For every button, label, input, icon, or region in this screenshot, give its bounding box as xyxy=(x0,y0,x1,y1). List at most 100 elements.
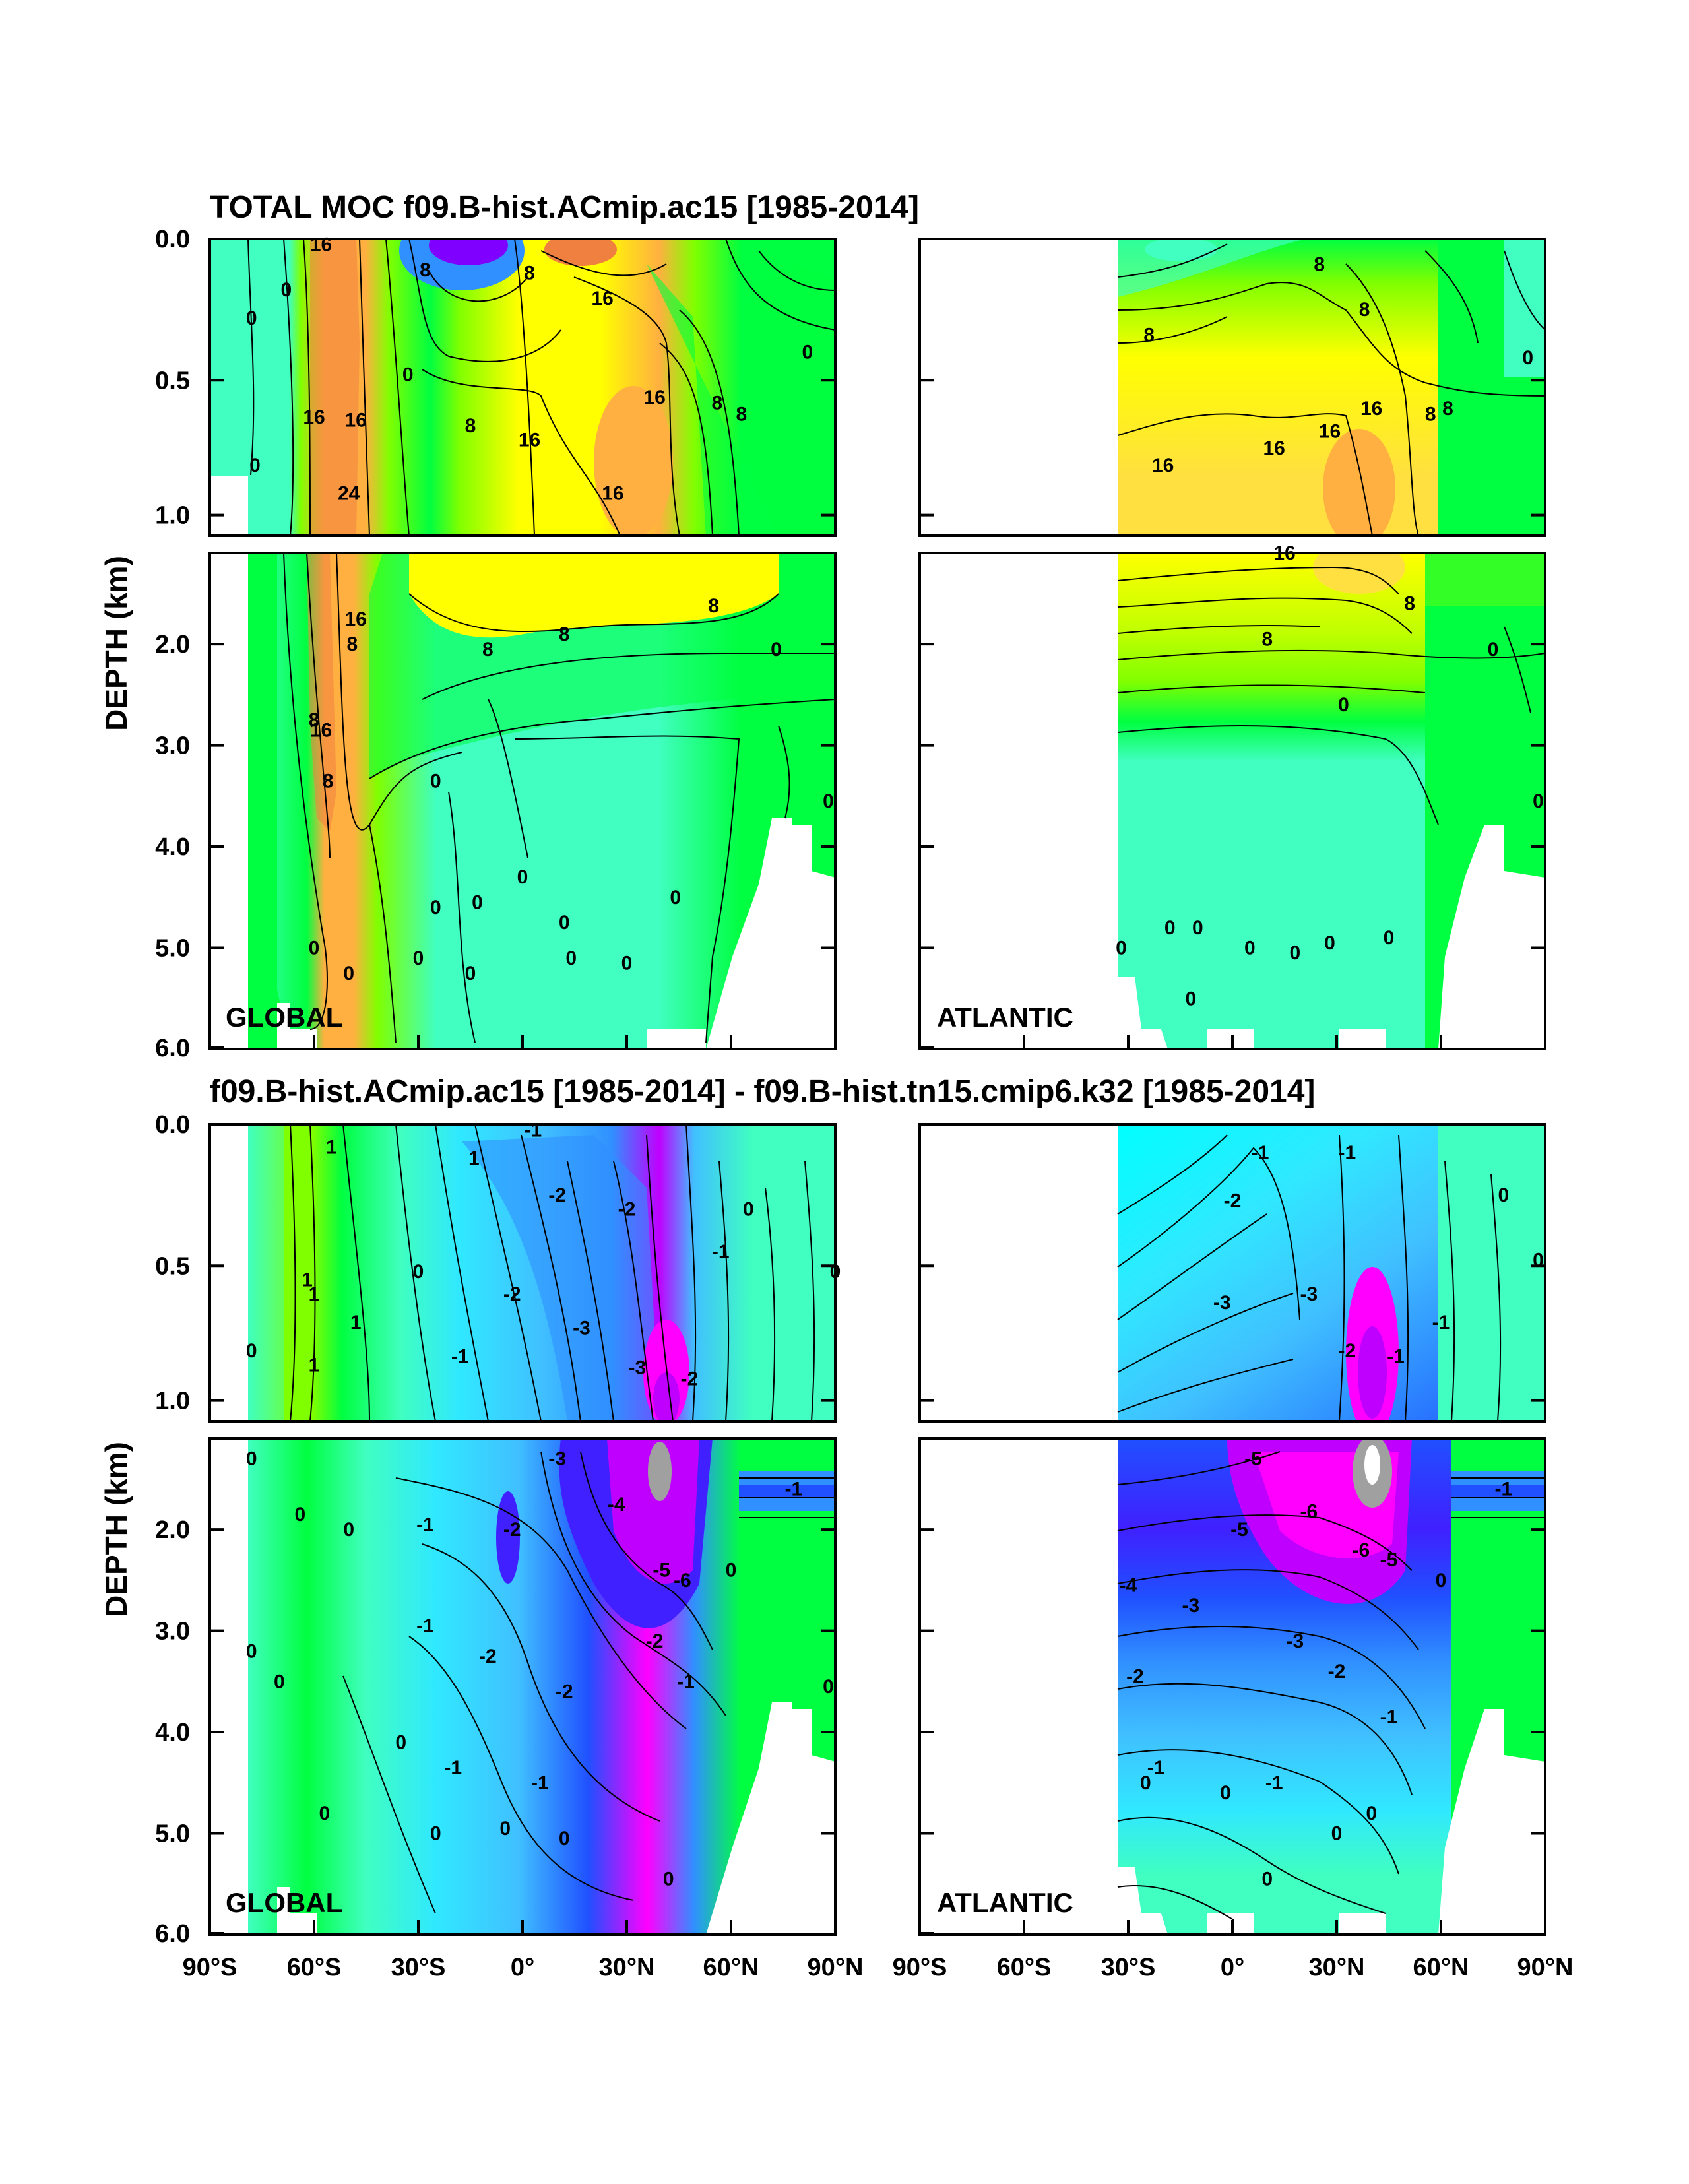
atlantic-moc-upper-field xyxy=(1117,239,1545,536)
contour-label: 0 xyxy=(1498,1184,1509,1206)
contour-label: -1 xyxy=(416,1615,434,1637)
contour-label: 8 xyxy=(1425,404,1436,426)
y-tick-label: 2.0 xyxy=(155,631,190,658)
x-tick-label: 90°N xyxy=(808,1954,864,1981)
contour-label: -3 xyxy=(548,1448,566,1470)
contour-label: 0 xyxy=(1533,1250,1544,1271)
contour-label: 0 xyxy=(249,455,261,476)
contour-label: 0 xyxy=(1140,1772,1151,1794)
contour-label: 0 xyxy=(395,1731,406,1753)
contour-label: -2 xyxy=(680,1368,698,1390)
x-tick-label: 0° xyxy=(511,1954,534,1981)
contour-label: 16 xyxy=(310,234,332,256)
contour-label: 0 xyxy=(663,1869,674,1890)
contour-label: 0 xyxy=(559,1828,570,1849)
contour-label: 0 xyxy=(430,1823,441,1845)
contour-label: 8 xyxy=(323,770,334,792)
x-tick-label: 60°S xyxy=(287,1954,342,1981)
x-tick-label: 30°N xyxy=(1309,1954,1365,1981)
contour-label: -2 xyxy=(1338,1340,1356,1362)
atlantic-moc-lower-field xyxy=(1117,553,1545,1049)
contour-label: -1 xyxy=(531,1772,549,1794)
y-tick-label: 3.0 xyxy=(155,1618,190,1646)
contour-label: -2 xyxy=(618,1199,636,1221)
contour-label: 8 xyxy=(708,595,719,617)
contour-label: -1 xyxy=(416,1514,434,1535)
contour-label: 0 xyxy=(1338,694,1349,716)
top-figure-title: TOTAL MOC f09.B-hist.ACmip.ac15 [1985-20… xyxy=(210,190,919,225)
y-tick-label: 6.0 xyxy=(155,1035,190,1062)
x-tick-label: 60°S xyxy=(997,1954,1052,1981)
y-tick-label: 4.0 xyxy=(155,1719,190,1747)
contour-label: 1 xyxy=(350,1312,362,1333)
contour-label: 8 xyxy=(736,404,747,426)
contour-label: -2 xyxy=(479,1646,497,1667)
contour-label: -1 xyxy=(524,1120,542,1141)
contour-label: -1 xyxy=(1147,1757,1165,1779)
contour-label: 0 xyxy=(1289,942,1300,964)
contour-label: -6 xyxy=(1353,1539,1370,1561)
y-tick-label: 3.0 xyxy=(155,732,190,760)
contour-label: -3 xyxy=(1300,1283,1318,1305)
contour-label: -5 xyxy=(1230,1519,1248,1541)
contour-label: 0 xyxy=(309,938,320,959)
contour-label: 0 xyxy=(743,1199,754,1221)
contour-label: 0 xyxy=(726,1560,737,1582)
contour-label: -4 xyxy=(608,1494,625,1516)
contour-label: 0 xyxy=(246,1448,257,1470)
contour-label: 0 xyxy=(559,912,570,934)
contour-label: 8 xyxy=(1143,325,1155,346)
contour-label: -5 xyxy=(1380,1549,1398,1571)
panel-label-global-bottom: GLOBAL xyxy=(226,1887,342,1918)
x-tick-label: 90°S xyxy=(893,1954,947,1981)
contour-label: 8 xyxy=(482,639,494,660)
contour-label: 16 xyxy=(310,720,332,742)
contour-label: 0 xyxy=(823,790,834,812)
contour-label: 0 xyxy=(319,1803,330,1824)
contour-label: 0 xyxy=(1366,1803,1377,1824)
contour-label: 0 xyxy=(1192,917,1203,939)
contour-label: 0 xyxy=(771,639,782,660)
contour-label: -1 xyxy=(1265,1772,1283,1794)
contour-label: -1 xyxy=(1387,1345,1405,1367)
contour-label: 16 xyxy=(591,288,613,309)
contour-label: 0 xyxy=(1384,927,1395,949)
contour-label: 16 xyxy=(1263,437,1285,459)
contour-label: 0 xyxy=(1522,347,1533,369)
contour-label: -3 xyxy=(1286,1630,1304,1652)
y-axis-label-top: DEPTH (km) xyxy=(99,556,133,731)
atlantic-diff-lower-field xyxy=(1117,1438,1545,1935)
contour-label: 0 xyxy=(281,279,292,301)
contour-label: 0 xyxy=(295,1504,306,1526)
atlantic-diff-upper-field xyxy=(1117,1124,1545,1421)
contour-label: 0 xyxy=(1244,938,1256,959)
contour-label: -1 xyxy=(1432,1312,1450,1333)
contour-label: 0 xyxy=(802,341,813,363)
contour-label: 8 xyxy=(524,262,535,284)
contour-label: 1 xyxy=(309,1283,320,1305)
contour-label: -2 xyxy=(556,1681,573,1703)
contour-label: 8 xyxy=(1442,398,1453,420)
x-tick-label: 30°N xyxy=(599,1954,655,1981)
contour-label: -3 xyxy=(573,1318,590,1339)
contour-label: 16 xyxy=(643,387,665,408)
contour-label: 8 xyxy=(1314,254,1325,276)
panel-label-atlantic-top: ATLANTIC xyxy=(937,1002,1073,1033)
y-tick-label: 5.0 xyxy=(155,935,190,963)
panel-label-global-top: GLOBAL xyxy=(226,1002,342,1033)
contour-label: 0 xyxy=(413,947,424,969)
axis-ticks: 0.0 0.5 1.0 2.0 3.0 4.0 5.0 6.0 0.0 0.5 1.0 2.0 3.0 4… xyxy=(155,226,1573,1981)
contour-label: 0 xyxy=(823,1676,834,1698)
global-diff-upper-field xyxy=(210,1124,835,1421)
contour-label: -1 xyxy=(784,1479,802,1500)
contour-label: 0 xyxy=(1116,938,1127,959)
contour-label: 8 xyxy=(420,259,431,281)
x-tick-label: 30°S xyxy=(1101,1954,1156,1981)
contour-label: 16 xyxy=(1360,398,1382,420)
contour-label: -5 xyxy=(653,1560,670,1582)
contour-label: 1 xyxy=(326,1136,337,1158)
contour-label: -1 xyxy=(1338,1142,1356,1164)
y-tick-label: 0.5 xyxy=(155,1252,190,1280)
contour-label: 8 xyxy=(1359,299,1370,321)
